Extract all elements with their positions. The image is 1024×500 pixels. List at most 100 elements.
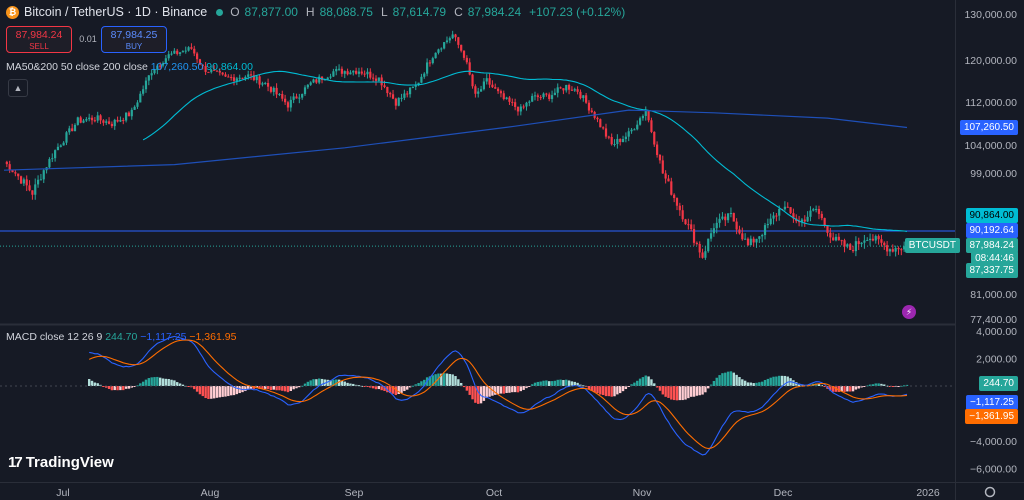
- candle-body: [136, 102, 139, 107]
- macd-histogram-bar: [408, 386, 412, 388]
- candle-body: [698, 243, 701, 253]
- candle-body: [638, 118, 642, 125]
- macd-histogram-bar: [556, 379, 559, 386]
- macd-histogram-bar: [400, 386, 403, 393]
- macd-histogram-bar: [755, 382, 758, 386]
- macd-histogram-bar: [349, 383, 352, 386]
- macd-histogram-bar: [374, 386, 378, 390]
- macd-histogram-bar: [610, 386, 613, 397]
- candle-body: [542, 93, 545, 98]
- candle-body: [369, 71, 372, 78]
- sell-button[interactable]: 87,984.24 SELL: [6, 26, 72, 53]
- chevron-up-icon[interactable]: ▲: [8, 79, 28, 97]
- candle-body: [897, 248, 900, 250]
- high-value: 88,088.75: [319, 5, 373, 19]
- macd-histogram-bar: [201, 386, 204, 397]
- symbol-title[interactable]: Bitcoin / TetherUS · 1D · Binance: [24, 5, 208, 19]
- candle-body: [692, 229, 696, 243]
- candle-body: [249, 74, 253, 76]
- macd-legend[interactable]: MACD close 12 26 9 244.70 −1,117.25 −1,3…: [6, 331, 236, 343]
- macd-histogram-bar: [295, 386, 298, 389]
- candle-body: [528, 101, 531, 103]
- macd-histogram-bar: [709, 384, 713, 386]
- macd-histogram-bar: [224, 386, 227, 397]
- candle-body: [383, 85, 386, 87]
- candle-body: [900, 249, 903, 251]
- macd-histogram-bar: [93, 382, 97, 386]
- candle-body: [766, 224, 769, 226]
- macd-histogram-bar: [468, 386, 471, 395]
- candle-body: [187, 47, 190, 51]
- macd-histogram-bar: [579, 384, 582, 386]
- macd-histogram-bar: [272, 386, 275, 390]
- macd-histogram-bar: [698, 386, 701, 396]
- macd-histogram-bar: [459, 382, 463, 386]
- candle-body: [675, 198, 679, 206]
- candle-body: [485, 78, 488, 82]
- macd-histogram-bar: [590, 386, 594, 391]
- macd-histogram-bar: [902, 385, 906, 387]
- candle-body: [849, 244, 852, 251]
- candle-body: [221, 72, 224, 75]
- macd-signal-line: [88, 339, 908, 450]
- macd-histogram-bar: [96, 383, 99, 386]
- macd-histogram-bar: [795, 382, 798, 386]
- candle-body: [431, 58, 434, 64]
- candle-body: [522, 106, 525, 108]
- macd-histogram-bar: [840, 386, 843, 392]
- candle-body: [525, 102, 528, 107]
- lightning-icon[interactable]: ⚡: [902, 305, 916, 319]
- macd-histogram-bar: [616, 386, 619, 395]
- macd-histogram-bar: [570, 381, 574, 386]
- macd-histogram-bar: [440, 373, 443, 386]
- macd-histogram-bar: [306, 381, 310, 386]
- buy-button[interactable]: 87,984.25 BUY: [101, 26, 167, 53]
- macd-histogram-bar: [883, 384, 886, 386]
- macd-histogram-bar: [655, 386, 659, 388]
- candle-body: [678, 205, 681, 211]
- candle-body: [448, 38, 451, 41]
- macd-histogram-bar: [485, 386, 488, 399]
- macd-line: [89, 335, 908, 456]
- price-tick-label: 77,400.00: [970, 314, 1017, 326]
- time-tick-label: Jul: [56, 487, 69, 499]
- candle-body: [494, 87, 497, 89]
- macd-histogram-bar: [874, 383, 877, 386]
- macd-histogram-bar: [567, 380, 571, 386]
- candle-body: [477, 91, 480, 94]
- tradingview-logo[interactable]: 17 TradingView: [8, 454, 114, 471]
- macd-histogram-bar: [479, 386, 483, 404]
- candle-body: [548, 94, 551, 99]
- ma-legend[interactable]: MA50&200 50 close 200 close 107,260.50 9…: [6, 61, 253, 73]
- candle-body: [210, 69, 213, 73]
- macd-histogram-bar: [823, 386, 826, 387]
- macd-histogram-bar: [247, 386, 250, 390]
- macd-histogram-bar: [786, 376, 789, 386]
- candle-body: [664, 173, 667, 179]
- macd-histogram-bar: [854, 386, 858, 390]
- candle-body: [582, 95, 585, 99]
- candle-body: [306, 84, 309, 88]
- candle-body: [440, 48, 443, 50]
- macd-histogram-bar: [437, 373, 440, 386]
- macd-histogram-bar: [726, 371, 730, 386]
- macd-histogram-bar: [139, 383, 142, 386]
- candle-body: [215, 70, 219, 72]
- price-tick-label: 120,000.00: [964, 55, 1017, 67]
- candle-body: [170, 53, 173, 55]
- candle-body: [851, 250, 855, 252]
- candle-body: [789, 207, 792, 214]
- candle-body: [352, 70, 355, 73]
- macd-histogram-bar: [119, 386, 122, 391]
- candle-body: [653, 131, 656, 145]
- candle-body: [556, 87, 559, 93]
- macd-histogram-bar: [320, 378, 324, 386]
- macd-histogram-bar: [772, 376, 775, 386]
- candle-body: [394, 98, 397, 106]
- candle-body: [142, 89, 145, 94]
- candle-body: [102, 120, 105, 123]
- candle-body: [857, 241, 860, 245]
- candle-body: [508, 97, 511, 102]
- time-tick-label: Dec: [774, 487, 793, 499]
